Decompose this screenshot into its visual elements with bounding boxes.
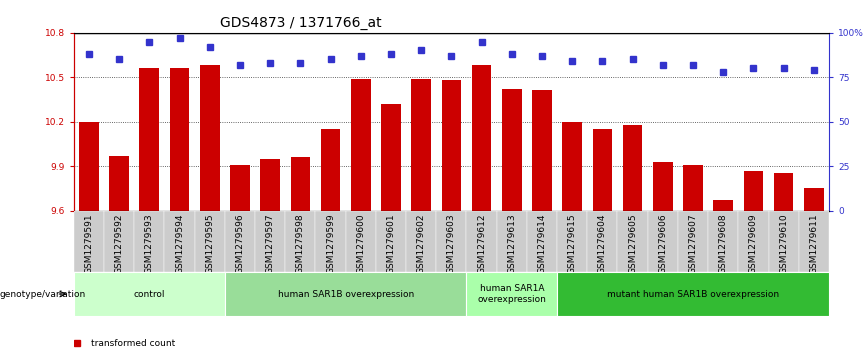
Bar [315, 211, 345, 272]
Bar [739, 211, 768, 272]
Bar [527, 211, 557, 272]
Bar [617, 211, 648, 272]
Bar [286, 211, 315, 272]
Bar [502, 89, 522, 211]
Text: GSM1279605: GSM1279605 [628, 213, 637, 274]
Bar [562, 122, 582, 211]
Bar [437, 211, 466, 272]
Text: GSM1279600: GSM1279600 [356, 213, 365, 274]
Text: human SAR1A
overexpression: human SAR1A overexpression [477, 284, 546, 304]
Text: GDS4873 / 1371766_at: GDS4873 / 1371766_at [220, 16, 381, 30]
Bar [351, 79, 371, 211]
Bar [230, 164, 250, 211]
Bar [406, 211, 437, 272]
Bar [442, 80, 461, 211]
Bar [381, 104, 401, 211]
Text: GSM1279604: GSM1279604 [598, 213, 607, 274]
Text: GSM1279606: GSM1279606 [658, 213, 667, 274]
Text: human SAR1B overexpression: human SAR1B overexpression [278, 290, 414, 298]
Bar [74, 272, 225, 316]
Bar [622, 125, 642, 211]
Bar [466, 272, 557, 316]
Bar [653, 162, 673, 211]
Bar [135, 211, 164, 272]
Text: GSM1279608: GSM1279608 [719, 213, 727, 274]
Text: GSM1279612: GSM1279612 [477, 213, 486, 274]
Text: GSM1279594: GSM1279594 [175, 213, 184, 274]
Bar [713, 200, 733, 211]
Bar [744, 171, 763, 211]
Bar [194, 211, 225, 272]
Bar [291, 157, 310, 211]
Bar [140, 68, 159, 211]
Bar [708, 211, 739, 272]
Bar [593, 129, 612, 211]
Text: GSM1279613: GSM1279613 [507, 213, 516, 274]
Bar [804, 188, 824, 211]
Bar [768, 211, 799, 272]
Bar [683, 164, 703, 211]
Bar [169, 68, 189, 211]
Bar [74, 211, 104, 272]
Text: GSM1279611: GSM1279611 [809, 213, 819, 274]
Bar [255, 211, 286, 272]
Text: GSM1279602: GSM1279602 [417, 213, 425, 274]
Bar [466, 211, 496, 272]
Text: GSM1279601: GSM1279601 [386, 213, 396, 274]
Bar [532, 90, 552, 211]
Text: GSM1279609: GSM1279609 [749, 213, 758, 274]
Text: GSM1279591: GSM1279591 [84, 213, 94, 274]
Bar [376, 211, 406, 272]
Bar [471, 65, 491, 211]
Text: GSM1279593: GSM1279593 [145, 213, 154, 274]
Bar [496, 211, 527, 272]
Text: control: control [134, 290, 165, 298]
Text: GSM1279607: GSM1279607 [688, 213, 698, 274]
Bar [345, 211, 376, 272]
Bar [588, 211, 617, 272]
Text: GSM1279597: GSM1279597 [266, 213, 274, 274]
Text: genotype/variation: genotype/variation [0, 290, 86, 298]
Bar [79, 122, 99, 211]
Bar [320, 129, 340, 211]
Bar [164, 211, 194, 272]
Bar [200, 65, 220, 211]
Text: GSM1279603: GSM1279603 [447, 213, 456, 274]
Text: mutant human SAR1B overexpression: mutant human SAR1B overexpression [607, 290, 779, 298]
Bar [411, 79, 431, 211]
Bar [225, 211, 255, 272]
Text: GSM1279598: GSM1279598 [296, 213, 305, 274]
Text: GSM1279614: GSM1279614 [537, 213, 547, 274]
Bar [260, 159, 280, 211]
Text: GSM1279615: GSM1279615 [568, 213, 576, 274]
Bar [225, 272, 466, 316]
Text: GSM1279595: GSM1279595 [205, 213, 214, 274]
Text: GSM1279610: GSM1279610 [779, 213, 788, 274]
Text: transformed count: transformed count [91, 339, 175, 347]
Bar [104, 211, 135, 272]
Text: GSM1279596: GSM1279596 [235, 213, 245, 274]
Bar [109, 156, 129, 211]
Bar [799, 211, 829, 272]
Bar [557, 272, 829, 316]
Text: GSM1279599: GSM1279599 [326, 213, 335, 274]
Bar [773, 174, 793, 211]
Text: GSM1279592: GSM1279592 [115, 213, 123, 274]
Bar [557, 211, 588, 272]
Bar [678, 211, 708, 272]
Bar [648, 211, 678, 272]
